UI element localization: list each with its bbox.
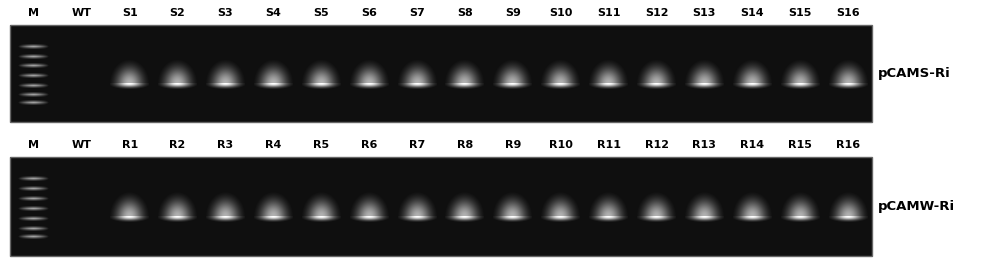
Text: R6: R6 [361,140,377,150]
Text: S16: S16 [836,8,860,18]
Text: S7: S7 [409,8,425,18]
Text: S9: S9 [505,8,521,18]
Text: S2: S2 [170,8,185,18]
Text: R8: R8 [457,140,473,150]
Text: pCAMS-Ri: pCAMS-Ri [878,67,951,80]
Text: R2: R2 [169,140,186,150]
Text: M: M [28,8,39,18]
Text: R16: R16 [836,140,860,150]
Bar [10,25,872,122]
Text: S3: S3 [218,8,233,18]
Text: S6: S6 [361,8,377,18]
Text: R5: R5 [313,140,329,150]
Text: S1: S1 [122,8,138,18]
Text: S14: S14 [740,8,764,18]
Text: S15: S15 [788,8,812,18]
Text: R4: R4 [265,140,282,150]
Text: S12: S12 [645,8,668,18]
Text: R12: R12 [644,140,668,150]
Text: S10: S10 [549,8,572,18]
Text: R9: R9 [505,140,521,150]
Text: R11: R11 [597,140,621,150]
Text: R1: R1 [122,140,138,150]
Text: S13: S13 [693,8,716,18]
Text: R10: R10 [549,140,573,150]
Text: R14: R14 [740,140,764,150]
Text: WT: WT [72,8,92,18]
Text: S11: S11 [597,8,620,18]
Text: S8: S8 [457,8,473,18]
Bar [10,157,872,256]
Text: M: M [28,140,39,150]
Text: R13: R13 [692,140,716,150]
Text: R3: R3 [217,140,234,150]
Text: pCAMW-Ri: pCAMW-Ri [878,200,955,213]
Text: S4: S4 [265,8,281,18]
Text: R15: R15 [788,140,812,150]
Text: R7: R7 [409,140,425,150]
Text: WT: WT [72,140,92,150]
Text: S5: S5 [313,8,329,18]
